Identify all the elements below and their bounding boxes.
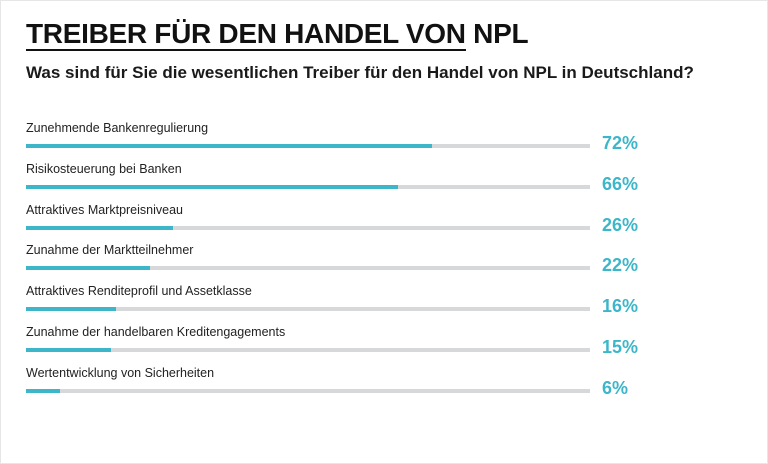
page-title: TREIBER FÜR DEN HANDEL VON NPL bbox=[26, 18, 529, 49]
bar bbox=[26, 348, 111, 352]
bar-label: Zunahme der handelbaren Kreditengagement… bbox=[26, 325, 286, 339]
bar-row: Attraktives Marktpreisniveau 26% bbox=[0, 203, 768, 241]
bar-track bbox=[26, 388, 590, 393]
bar-label: Attraktives Marktpreisniveau bbox=[26, 202, 184, 217]
bar-value-label: 26% bbox=[602, 214, 639, 235]
title-underline bbox=[26, 49, 466, 51]
bar-value-label: 15% bbox=[602, 337, 639, 357]
bar-track bbox=[26, 225, 590, 230]
bar-row: Risikosteuerung bei Banken 66% bbox=[0, 162, 768, 200]
bar-track bbox=[26, 266, 590, 271]
bar-label: Wertentwicklung von Sicherheiten bbox=[26, 365, 215, 380]
bar bbox=[26, 388, 60, 393]
bar bbox=[26, 266, 151, 271]
bar-label: Attraktives Renditeprofil und Assetklass… bbox=[26, 284, 252, 299]
bar bbox=[26, 144, 433, 148]
bar-value-label: 72% bbox=[602, 133, 639, 153]
bar-track bbox=[26, 348, 590, 352]
bar-row: Wertentwicklung von Sicherheiten 6% bbox=[0, 366, 768, 404]
bar-value-label: 16% bbox=[602, 296, 639, 317]
bar-track bbox=[26, 307, 590, 312]
bar-row: Zunahme der handelbaren Kreditengagement… bbox=[0, 325, 768, 363]
bar-value-label: 22% bbox=[602, 255, 639, 276]
bar-value-label: 6% bbox=[602, 377, 629, 398]
bar bbox=[26, 225, 173, 230]
bar-row: Attraktives Renditeprofil und Assetklass… bbox=[0, 284, 768, 322]
bar bbox=[26, 184, 399, 189]
bar-label: Zunahme der Marktteilnehmer bbox=[26, 243, 194, 258]
bar-label: Zunehmende Bankenregulierung bbox=[26, 121, 209, 135]
bar-track bbox=[26, 144, 590, 148]
bar-row: Zunehmende Bankenregulierung 72% bbox=[0, 121, 768, 159]
bar-label: Risikosteuerung bei Banken bbox=[26, 161, 182, 176]
bar-row: Zunahme der Marktteilnehmer 22% bbox=[0, 243, 768, 281]
bar-track bbox=[26, 184, 590, 189]
page-subtitle: Was sind für Sie die wesentlichen Treibe… bbox=[26, 63, 694, 82]
bar bbox=[26, 307, 117, 312]
bar-value-label: 66% bbox=[602, 173, 639, 194]
